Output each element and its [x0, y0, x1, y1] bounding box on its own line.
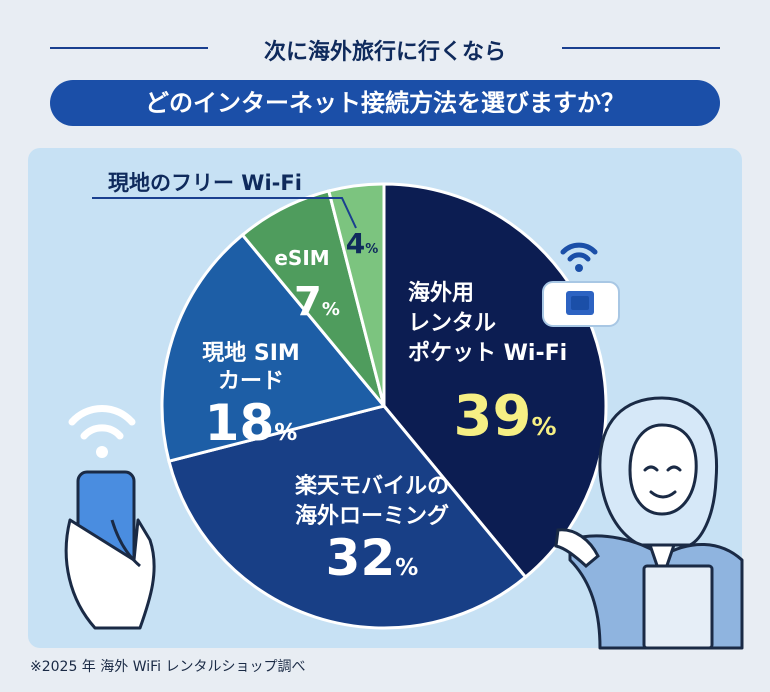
pocket-wifi-device-icon	[542, 242, 620, 327]
smartphone-wifi-icon	[68, 405, 136, 458]
slice-value-free-wifi: 4%	[346, 227, 379, 260]
pie-slice-rakuten-roaming	[167, 404, 528, 630]
header-rule-right	[562, 47, 720, 49]
source-footnote: ※2025 年 海外 WiFi レンタルショップ調べ	[30, 659, 306, 675]
woman-illustration	[554, 396, 744, 650]
header-subtitle: 次に海外旅行に行くなら	[263, 40, 506, 65]
free-wifi-leader-line	[92, 197, 357, 229]
slice-label-rakuten-roaming-line-1: 楽天モバイルの	[295, 473, 449, 499]
smartphone-hand-illustration	[64, 470, 156, 630]
question-banner: どのインターネット接続方法を選びますか？	[50, 80, 720, 126]
free-wifi-label: 現地のフリー Wi-Fi	[108, 171, 302, 195]
slice-label-esim-line-1: eSIM	[274, 246, 329, 270]
slice-label-pocket-wifi-line-2: レンタル	[408, 311, 496, 336]
slice-value-esim: 7%	[294, 279, 340, 325]
slice-value-rakuten-roaming: 32%	[326, 529, 419, 587]
slice-value-local-sim: 18%	[205, 394, 298, 452]
header-rule-left	[50, 47, 208, 49]
slice-value-pocket-wifi: 39%	[454, 384, 557, 449]
slice-label-local-sim-line-1: 現地 SIM	[202, 341, 300, 366]
slice-label-pocket-wifi-line-3: ポケット Wi-Fi	[408, 340, 567, 366]
slice-label-rakuten-roaming-line-2: 海外ローミング	[295, 503, 449, 529]
header: 次に海外旅行に行くなら	[0, 28, 770, 68]
pie-slice-local-sim	[160, 232, 387, 464]
slice-label-pocket-wifi-line-1: 海外用	[408, 280, 474, 306]
pie-slice-free-wifi	[326, 182, 386, 407]
slice-label-local-sim-line-2: カード	[218, 369, 284, 394]
